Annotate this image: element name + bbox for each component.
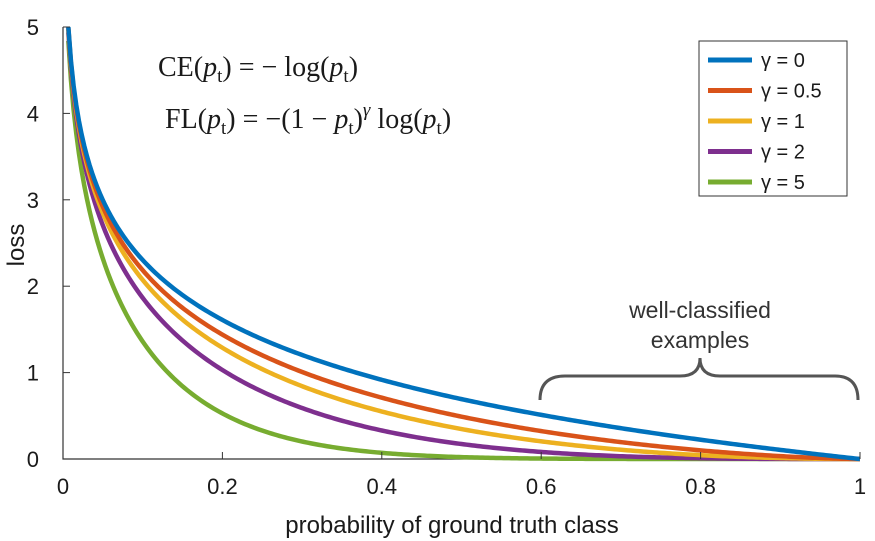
well-classified-annotation: well-classified examples	[538, 297, 860, 401]
curve-gamma-0-5	[66, 27, 861, 462]
y-tick-label: 3	[27, 188, 39, 213]
watermark-line2: @稀土掘金技术社区	[702, 508, 837, 526]
fl-end: )	[442, 104, 451, 135]
x-tick-label: 0.6	[526, 474, 557, 499]
legend-label: γ = 0	[761, 50, 805, 72]
ce-sub2: t	[343, 66, 349, 87]
x-tick-label: 0.2	[207, 474, 238, 499]
curve-gamma-0	[66, 26, 861, 462]
fl-sub: t	[221, 118, 227, 139]
fl-sup: γ	[363, 100, 371, 121]
svg-text:FL(pt) = −(1 − pt)γ log(pt): FL(pt) = −(1 − pt)γ log(pt)	[165, 100, 451, 139]
fl-mid: ) = −(1 −	[226, 104, 334, 135]
fl-close: )	[354, 104, 363, 135]
y-axis-title: loss	[3, 224, 30, 267]
x-axis-title: probability of ground truth class	[285, 512, 619, 539]
legend-label: γ = 0.5	[761, 81, 822, 103]
ce-formula: CE(pt) = − log(pt)	[158, 52, 358, 87]
y-tick-label: 1	[27, 361, 39, 386]
legend-label: γ = 5	[761, 172, 805, 194]
fl-tail: log(	[370, 104, 422, 135]
ce-p: p	[201, 52, 217, 83]
fl-p: p	[205, 104, 221, 135]
svg-text:CE(pt) = − log(pt): CE(pt) = − log(pt)	[158, 52, 358, 87]
ce-sub: t	[217, 66, 223, 87]
legend-label: γ = 1	[761, 111, 805, 133]
y-tick-label: 5	[27, 15, 39, 40]
watermark: AI公园 @稀土掘金技术社区	[702, 489, 837, 526]
curly-brace	[538, 357, 860, 401]
fl-head: FL(	[165, 104, 207, 135]
fl-p2: p	[332, 104, 348, 135]
watermark-line1: AI公园	[788, 489, 833, 507]
annotation-line1: well-classified	[628, 297, 771, 323]
x-tick-label: 0.4	[367, 474, 398, 499]
legend: γ = 0 γ = 0.5 γ = 1 γ = 2 γ = 5	[698, 40, 848, 197]
y-tick-label: 2	[27, 274, 39, 299]
y-tick-label: 0	[27, 447, 39, 472]
annotation-line2: examples	[651, 327, 749, 353]
y-tick-label: 4	[27, 101, 39, 126]
ce-tail2: )	[349, 52, 358, 83]
x-tick-label: 1	[854, 474, 866, 499]
fl-p3: p	[421, 104, 437, 135]
curve-gamma-1	[66, 29, 860, 462]
ce-tail: ) = − log(	[222, 52, 329, 83]
legend-label: γ = 2	[761, 142, 805, 164]
x-tick-label: 0.8	[685, 474, 716, 499]
x-tick-label: 0	[57, 474, 69, 499]
loss-curves	[66, 26, 861, 462]
fl-formula: FL(pt) = −(1 − pt)γ log(pt)	[165, 100, 451, 139]
ce-head: CE(	[158, 52, 203, 83]
tick-labels: 0 0.2 0.4 0.6 0.8 1 0 1 2 3 4 5	[27, 15, 866, 499]
ce-p2: p	[327, 52, 343, 83]
fl-sub2: t	[348, 118, 354, 139]
fl-sub3: t	[437, 118, 443, 139]
